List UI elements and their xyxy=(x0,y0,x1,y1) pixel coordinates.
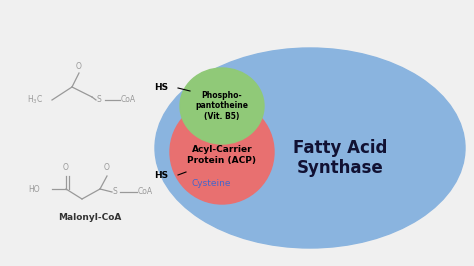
Ellipse shape xyxy=(155,48,465,248)
Text: Cysteine: Cysteine xyxy=(192,180,231,189)
Ellipse shape xyxy=(180,68,264,144)
Text: Phospho-
pantotheine
(Vit. B5): Phospho- pantotheine (Vit. B5) xyxy=(195,91,248,121)
Text: CoA: CoA xyxy=(121,95,136,105)
Text: O: O xyxy=(76,62,82,71)
Text: S: S xyxy=(97,95,101,105)
Text: O: O xyxy=(104,163,110,172)
Text: O: O xyxy=(63,163,69,172)
Text: HS: HS xyxy=(154,171,168,180)
Text: H$_3$C: H$_3$C xyxy=(27,94,43,106)
Text: Fatty Acid
Synthase: Fatty Acid Synthase xyxy=(293,139,387,177)
Text: Malonyl-CoA: Malonyl-CoA xyxy=(58,214,122,222)
Text: HS: HS xyxy=(154,84,168,93)
Text: S: S xyxy=(113,188,118,197)
Text: Acyl-Carrier
Protein (ACP): Acyl-Carrier Protein (ACP) xyxy=(188,145,256,165)
Ellipse shape xyxy=(170,100,274,204)
Text: HO: HO xyxy=(28,185,40,193)
Text: CoA: CoA xyxy=(138,188,153,197)
